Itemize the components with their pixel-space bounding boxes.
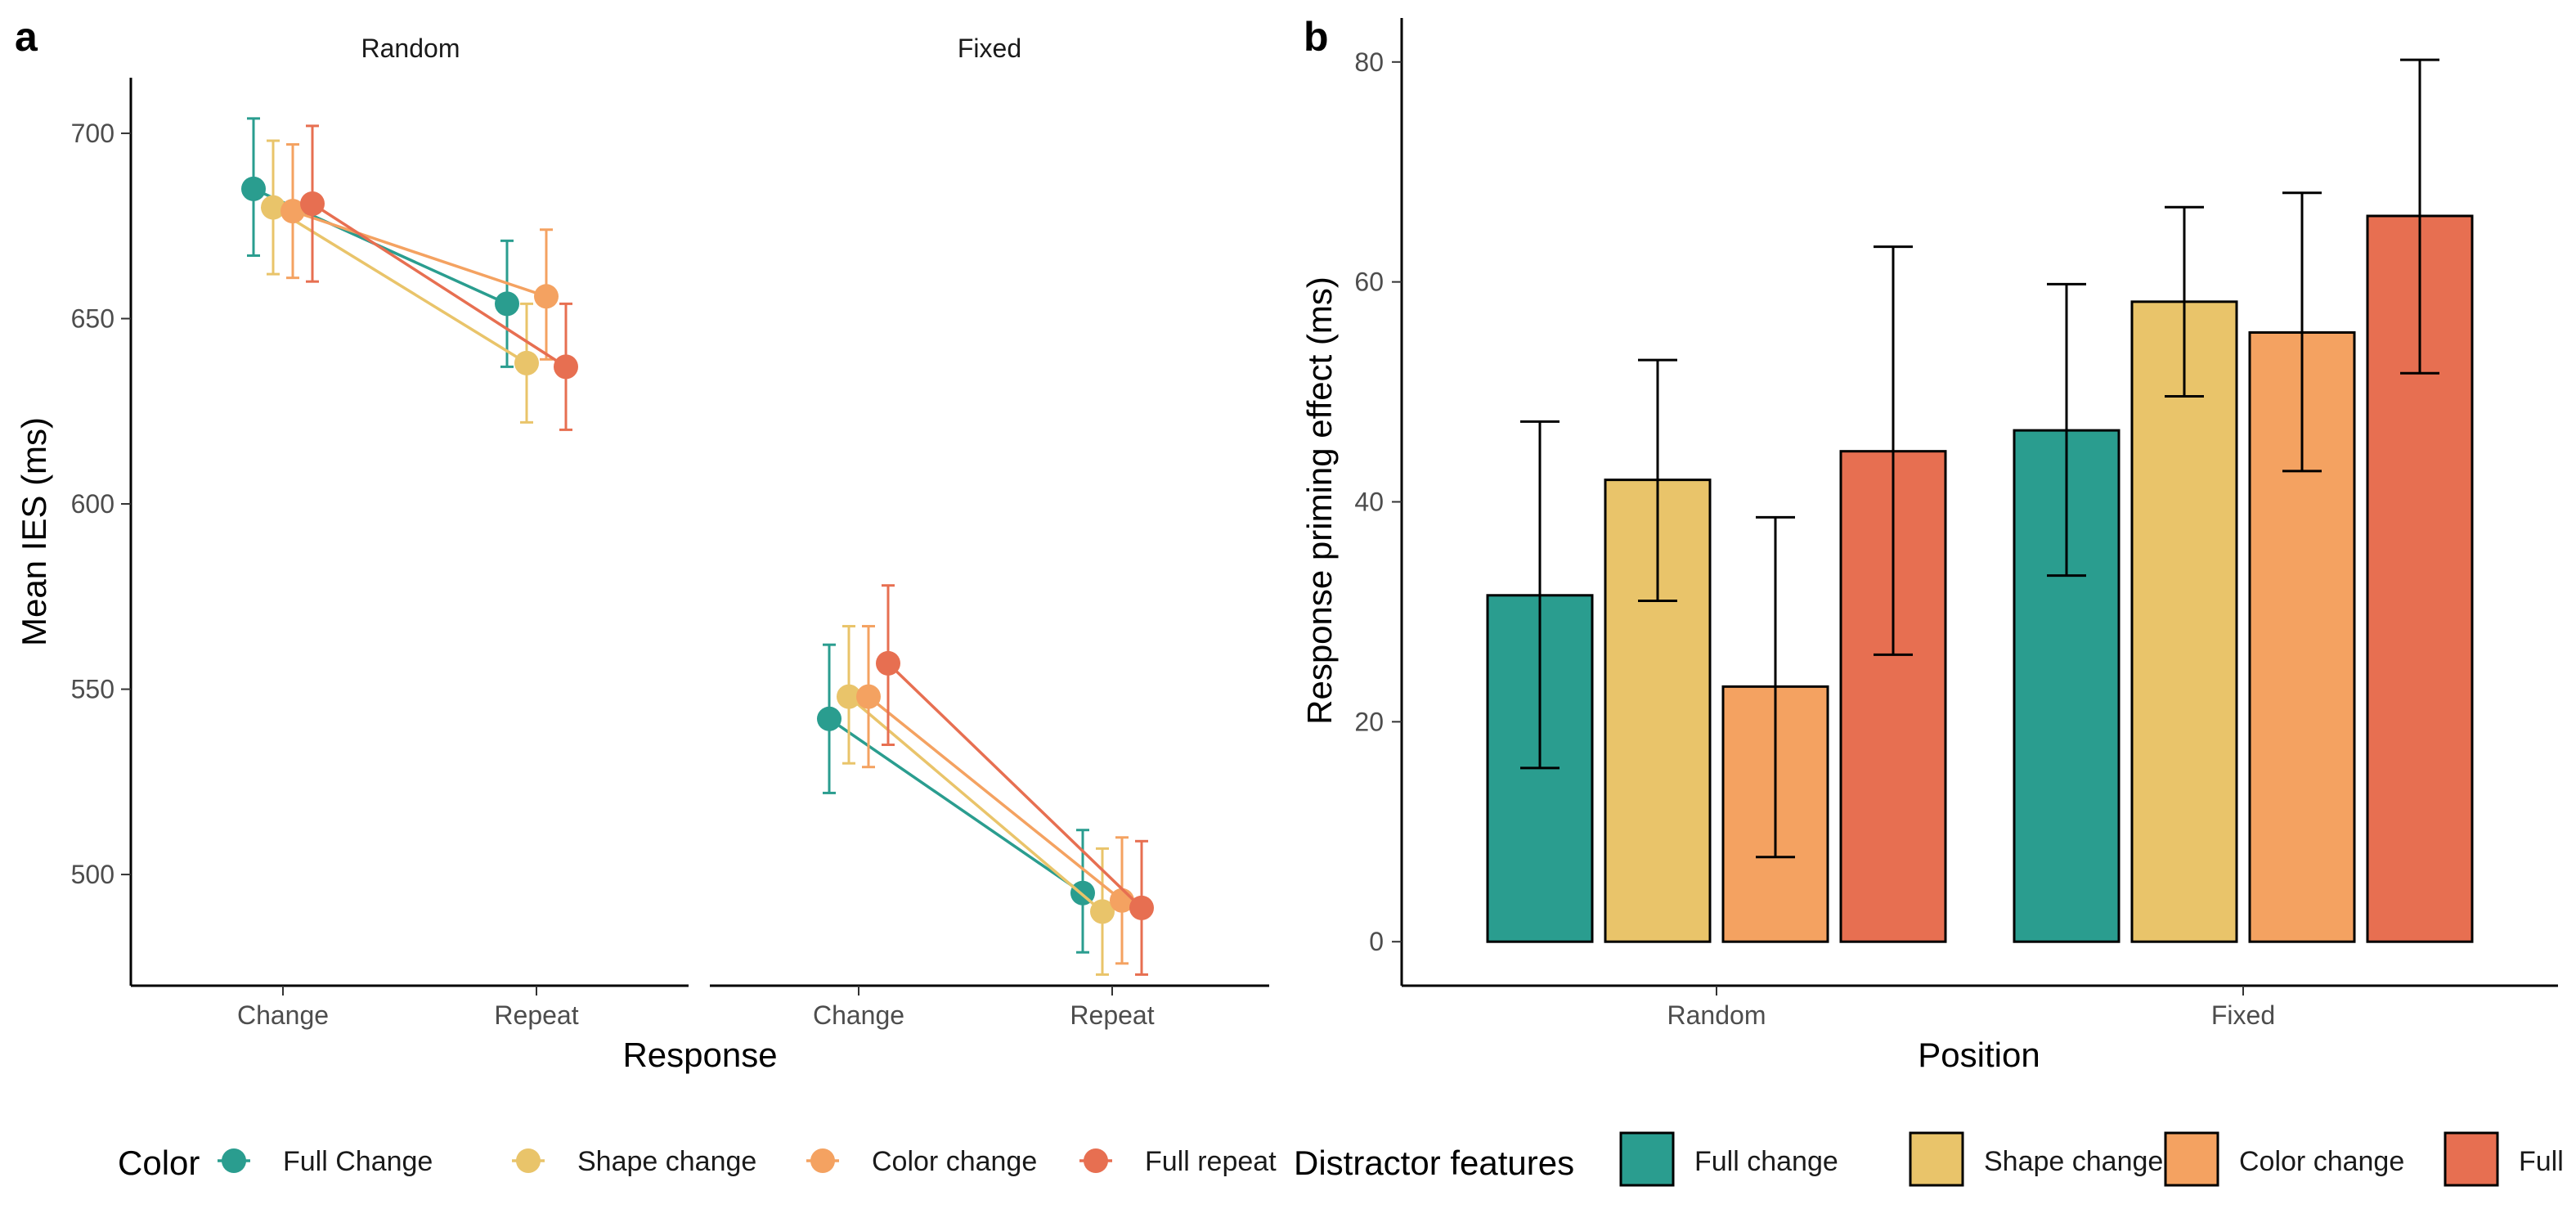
y-tick-label-0: 0 [1369, 927, 1384, 956]
legend-key-point-color-change [810, 1148, 835, 1173]
panel-b-x-title: Position [1918, 1036, 2040, 1074]
legend-label-full-change: Full change [1694, 1146, 1838, 1177]
legend-key-point-full-repeat [1084, 1148, 1108, 1173]
legend-label-full-change: Full Change [283, 1146, 433, 1177]
series-line-full-repeat-random [312, 202, 567, 368]
point-full-repeat-random-repeat [554, 354, 578, 380]
point-shape-change-fixed-repeat [1090, 899, 1115, 924]
y-tick-label-80: 80 [1354, 47, 1384, 77]
legend-label-color-change: Color change [2239, 1146, 2404, 1177]
x-tick-label-random: Random [1667, 1000, 1766, 1030]
series-line-full-repeat-fixed [886, 662, 1143, 910]
legend-label-shape-change: Shape change [577, 1146, 756, 1177]
series-line-color-change-random [292, 209, 547, 298]
y-tick-label-40: 40 [1354, 488, 1384, 517]
y-tick-label-60: 60 [1354, 267, 1384, 297]
panel-b-bar-chart: 0 20 40 60 80 Random Fixed Position Response … [1294, 18, 2564, 1187]
panel-b-marks [1486, 58, 2474, 943]
legend-key-shape-change [1909, 1131, 1964, 1187]
x-tick-label-fixed-change: Change [813, 1000, 904, 1030]
x-tick-label-random-change: Change [237, 1000, 329, 1030]
panel-a-legend-title: Color [118, 1144, 200, 1182]
bar-shape-change-fixed [2130, 300, 2238, 943]
panel-a-x-title: Response [622, 1036, 777, 1074]
legend-key-color-change [2164, 1131, 2219, 1187]
point-shape-change-fixed-change [837, 684, 861, 709]
point-full-repeat-fixed-repeat [1129, 895, 1154, 920]
panel-a-line-chart: Random Fixed 500 550 600 650 700 Change Repea… [15, 34, 1277, 1182]
y-tick-label-700: 700 [71, 119, 114, 148]
x-tick-label-random-repeat: Repeat [494, 1000, 578, 1030]
point-full-repeat-random-change [300, 191, 325, 217]
panel-a-tag: a [15, 14, 38, 60]
legend-key-point-shape-change [516, 1148, 541, 1173]
y-tick-label-500: 500 [71, 860, 114, 889]
y-tick-label-550: 550 [71, 675, 114, 704]
legend-label-full-repeat: Full repeat [1145, 1146, 1277, 1177]
panel-b-x-ticks: Random Fixed [1667, 986, 2275, 1030]
y-tick-label-650: 650 [71, 303, 114, 333]
y-tick-label-20: 20 [1354, 707, 1384, 736]
legend-label-full: Full [2519, 1146, 2564, 1177]
x-tick-label-fixed-repeat: Repeat [1070, 1000, 1154, 1030]
x-tick-label-fixed: Fixed [2211, 1000, 2275, 1030]
facet-label-fixed: Fixed [958, 34, 1021, 63]
point-full-repeat-fixed-change [876, 650, 900, 676]
point-full-change-random-repeat [495, 291, 519, 317]
series-line-color-change-fixed [867, 695, 1124, 902]
series-line-full-change-fixed [828, 717, 1084, 895]
point-color-change-random-repeat [534, 284, 559, 309]
y-tick-label-600: 600 [71, 489, 114, 519]
facet-label-random: Random [361, 34, 460, 63]
point-shape-change-random-change [261, 195, 285, 220]
point-full-change-fixed-change [817, 706, 841, 731]
series-line-shape-change-random [272, 206, 527, 365]
legend-key-full-change [1619, 1131, 1675, 1187]
panel-b-tag: b [1304, 14, 1329, 60]
legend-label-color-change: Color change [872, 1146, 1037, 1177]
legend-label-shape-change: Shape change [1984, 1146, 2163, 1177]
legend-key-point-full-change [222, 1148, 246, 1173]
legend-key-full [2444, 1131, 2499, 1187]
panel-b-legend: Distractor features Full change Shape cha… [1294, 1131, 2564, 1187]
panel-b-legend-title: Distractor features [1294, 1144, 1574, 1182]
panel-b-y-ticks: 0 20 40 60 80 [1354, 47, 1402, 956]
panel-a-marks [241, 117, 1154, 976]
point-full-change-random-change [241, 176, 266, 201]
panel-a-legend: Color Full Change Shape change Color chang… [118, 1144, 1277, 1182]
panel-b-y-title: Response priming effect (ms) [1300, 276, 1339, 725]
point-color-change-fixed-change [856, 684, 881, 709]
panel-a-y-title: Mean IES (ms) [15, 417, 53, 646]
panel-a-y-ticks: 500 550 600 650 700 [71, 119, 131, 889]
panel-a-x-ticks: Change Repeat Change Repeat [237, 986, 1155, 1030]
point-color-change-random-change [280, 199, 305, 224]
point-shape-change-random-repeat [514, 350, 539, 375]
series-line-shape-change-fixed [847, 695, 1104, 913]
